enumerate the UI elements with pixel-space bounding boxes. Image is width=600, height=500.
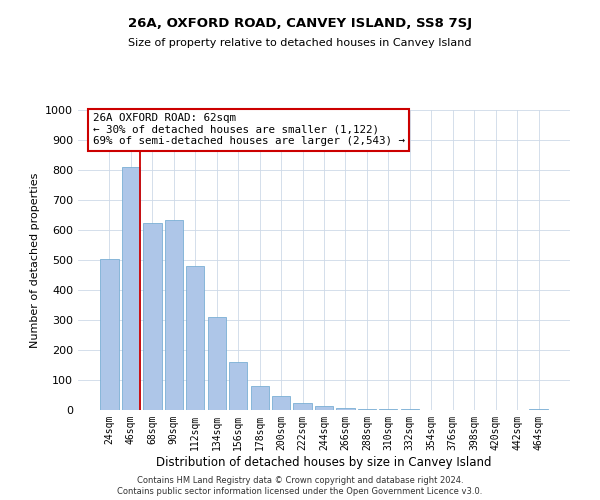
Bar [208, 317, 226, 410]
Text: Size of property relative to detached houses in Canvey Island: Size of property relative to detached ho… [128, 38, 472, 48]
Text: Contains HM Land Registry data © Crown copyright and database right 2024.: Contains HM Land Registry data © Crown c… [137, 476, 463, 485]
Bar [165, 220, 183, 410]
Text: 26A, OXFORD ROAD, CANVEY ISLAND, SS8 7SJ: 26A, OXFORD ROAD, CANVEY ISLAND, SS8 7SJ [128, 18, 472, 30]
Bar [186, 266, 205, 410]
Bar [529, 408, 548, 410]
Y-axis label: Number of detached properties: Number of detached properties [29, 172, 40, 348]
Bar [337, 408, 355, 410]
Bar [251, 386, 269, 410]
Text: 26A OXFORD ROAD: 62sqm
← 30% of detached houses are smaller (1,122)
69% of semi-: 26A OXFORD ROAD: 62sqm ← 30% of detached… [93, 113, 405, 146]
Bar [143, 222, 161, 410]
Bar [293, 402, 311, 410]
Bar [122, 167, 140, 410]
X-axis label: Distribution of detached houses by size in Canvey Island: Distribution of detached houses by size … [156, 456, 492, 468]
Bar [272, 396, 290, 410]
Text: Contains public sector information licensed under the Open Government Licence v3: Contains public sector information licen… [118, 488, 482, 496]
Bar [229, 362, 247, 410]
Bar [358, 408, 376, 410]
Bar [100, 258, 119, 410]
Bar [315, 406, 333, 410]
Bar [379, 409, 397, 410]
